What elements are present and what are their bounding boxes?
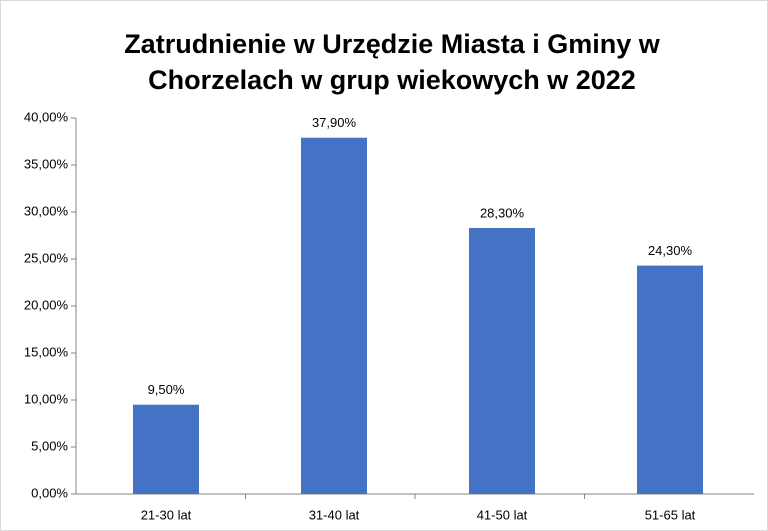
chart-title: Chorzelach w grup wiekowych w 2022 — [148, 65, 636, 95]
bar — [637, 265, 703, 494]
x-tick-label: 41-50 lat — [477, 507, 528, 522]
y-tick-label: 25,00% — [24, 250, 69, 265]
bar — [133, 404, 199, 494]
bar — [469, 227, 535, 495]
y-tick-label: 5,00% — [31, 438, 68, 453]
data-label: 28,30% — [480, 205, 525, 220]
y-tick-label: 20,00% — [24, 297, 69, 312]
data-label: 9,50% — [148, 382, 185, 397]
y-tick-label: 30,00% — [24, 203, 69, 218]
x-tick-label: 21-30 lat — [141, 507, 192, 522]
data-label: 24,30% — [648, 243, 693, 258]
data-label: 37,90% — [312, 115, 357, 130]
y-tick-label: 15,00% — [24, 344, 69, 359]
x-tick-label: 31-40 lat — [309, 507, 360, 522]
y-tick-label: 0,00% — [31, 485, 68, 500]
x-tick-label: 51-65 lat — [645, 507, 696, 522]
bar — [301, 137, 367, 495]
chart-title: Zatrudnienie w Urzędzie Miasta i Gminy w — [124, 29, 661, 59]
y-tick-label: 35,00% — [24, 156, 69, 171]
y-tick-label: 10,00% — [24, 391, 69, 406]
y-tick-label: 40,00% — [24, 109, 69, 124]
